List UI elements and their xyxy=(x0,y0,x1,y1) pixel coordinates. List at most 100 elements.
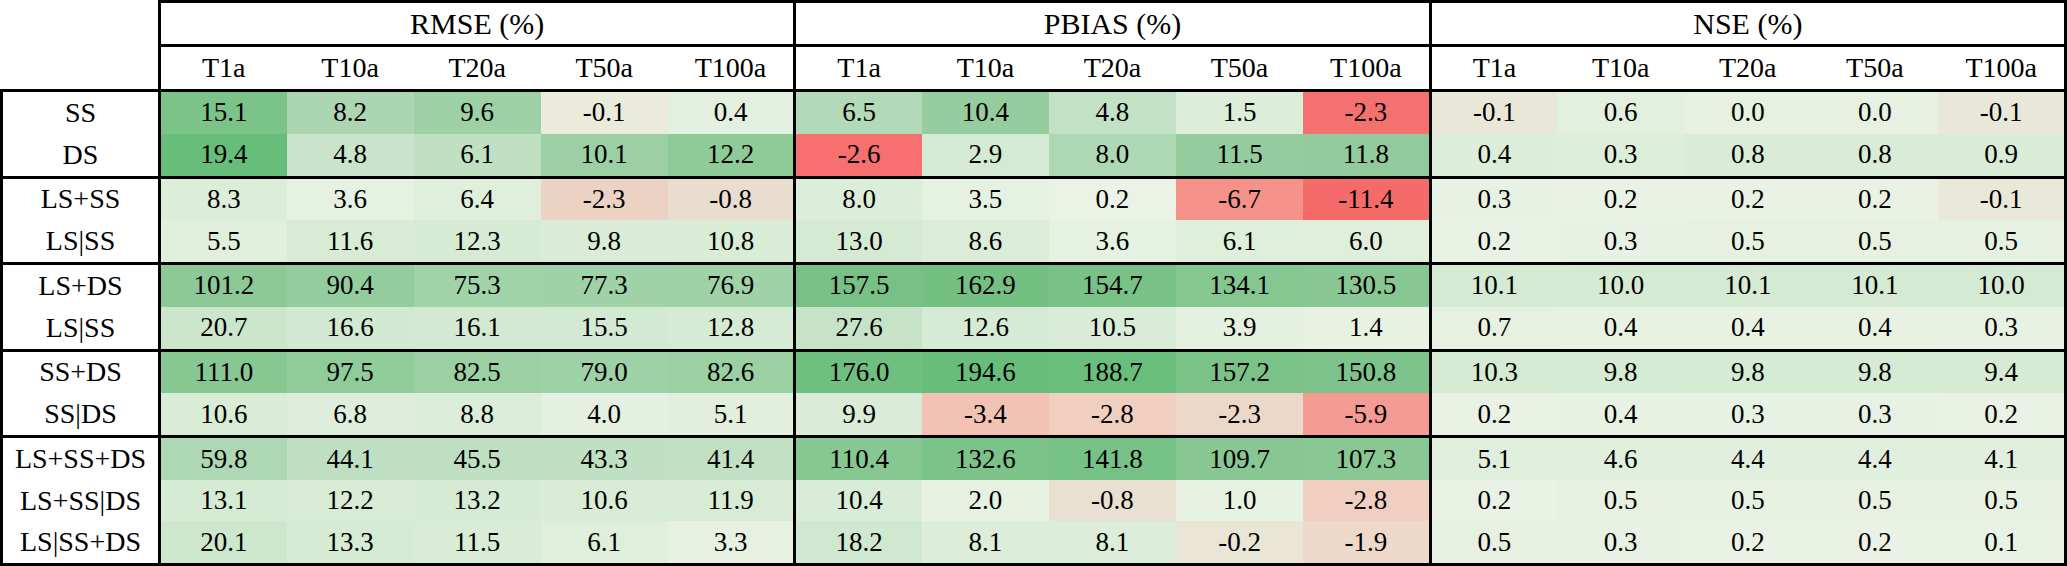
value-cell: 11.8 xyxy=(1303,134,1430,177)
value-cell: 18.2 xyxy=(795,521,922,564)
value-cell: 0.8 xyxy=(1811,134,1938,177)
value-cell: 9.8 xyxy=(1811,350,1938,393)
value-cell: 16.1 xyxy=(414,307,541,350)
value-cell: 0.6 xyxy=(1557,91,1684,134)
row-label: LS|SS+DS xyxy=(2,521,160,564)
value-cell: 0.4 xyxy=(1430,134,1557,177)
value-cell: 0.3 xyxy=(1430,177,1557,220)
return-period-header: T100a xyxy=(668,46,795,91)
value-cell: 6.5 xyxy=(795,91,922,134)
value-cell: 194.6 xyxy=(922,350,1049,393)
value-cell: 97.5 xyxy=(287,350,414,393)
value-cell: 10.6 xyxy=(160,393,287,436)
value-cell: -11.4 xyxy=(1303,177,1430,220)
value-cell: 10.5 xyxy=(1049,307,1176,350)
value-cell: 4.8 xyxy=(1049,91,1176,134)
value-cell: 13.0 xyxy=(795,220,922,263)
value-cell: 0.5 xyxy=(1684,480,1811,521)
value-cell: 10.4 xyxy=(795,480,922,521)
metric-group-header: PBIAS (%) xyxy=(795,2,1430,46)
value-cell: 176.0 xyxy=(795,350,922,393)
value-cell: 11.5 xyxy=(414,521,541,564)
value-cell: 6.4 xyxy=(414,177,541,220)
value-cell: 9.8 xyxy=(1684,350,1811,393)
value-cell: 27.6 xyxy=(795,307,922,350)
value-cell: 154.7 xyxy=(1049,264,1176,307)
value-cell: 82.6 xyxy=(668,350,795,393)
value-cell: 43.3 xyxy=(541,437,668,480)
value-cell: 11.6 xyxy=(287,220,414,263)
value-cell: 3.6 xyxy=(1049,220,1176,263)
row-label: SS|DS xyxy=(2,393,160,436)
value-cell: 9.6 xyxy=(414,91,541,134)
value-cell: 8.0 xyxy=(1049,134,1176,177)
value-cell: 10.6 xyxy=(541,480,668,521)
value-cell: 0.2 xyxy=(1684,521,1811,564)
value-cell: 45.5 xyxy=(414,437,541,480)
value-cell: 10.1 xyxy=(1430,264,1557,307)
value-cell: 162.9 xyxy=(922,264,1049,307)
value-cell: 90.4 xyxy=(287,264,414,307)
value-cell: 3.6 xyxy=(287,177,414,220)
value-cell: 6.1 xyxy=(541,521,668,564)
value-cell: 77.3 xyxy=(541,264,668,307)
value-cell: 4.4 xyxy=(1684,437,1811,480)
value-cell: 0.2 xyxy=(1938,393,2065,436)
return-period-header: T10a xyxy=(922,46,1049,91)
corner-cell xyxy=(2,2,160,46)
value-cell: 10.0 xyxy=(1938,264,2065,307)
table-row: LS+DS101.290.475.377.376.9157.5162.9154.… xyxy=(2,264,2066,307)
value-cell: 1.0 xyxy=(1176,480,1303,521)
table-row: SS+DS111.097.582.579.082.6176.0194.6188.… xyxy=(2,350,2066,393)
value-cell: 0.5 xyxy=(1811,220,1938,263)
value-cell: -2.8 xyxy=(1303,480,1430,521)
value-cell: -2.3 xyxy=(541,177,668,220)
return-period-header: T50a xyxy=(1176,46,1303,91)
return-period-header: T50a xyxy=(541,46,668,91)
value-cell: 9.8 xyxy=(541,220,668,263)
return-period-header: T10a xyxy=(1557,46,1684,91)
value-cell: 3.3 xyxy=(668,521,795,564)
value-cell: 0.4 xyxy=(668,91,795,134)
value-cell: 0.4 xyxy=(1557,307,1684,350)
value-cell: -1.9 xyxy=(1303,521,1430,564)
value-cell: -2.6 xyxy=(795,134,922,177)
value-cell: 11.9 xyxy=(668,480,795,521)
value-cell: 188.7 xyxy=(1049,350,1176,393)
row-label: SS xyxy=(2,91,160,134)
value-cell: 0.3 xyxy=(1938,307,2065,350)
return-period-header: T100a xyxy=(1938,46,2065,91)
value-cell: 0.5 xyxy=(1557,480,1684,521)
value-cell: -0.8 xyxy=(1049,480,1176,521)
value-cell: 0.9 xyxy=(1938,134,2065,177)
value-cell: -0.1 xyxy=(1430,91,1557,134)
return-period-header: T1a xyxy=(1430,46,1557,91)
row-label: LS+SS|DS xyxy=(2,480,160,521)
value-cell: 1.5 xyxy=(1176,91,1303,134)
value-cell: 8.0 xyxy=(795,177,922,220)
row-label: LS+SS+DS xyxy=(2,437,160,480)
value-cell: 157.5 xyxy=(795,264,922,307)
value-cell: 6.8 xyxy=(287,393,414,436)
value-cell: 44.1 xyxy=(287,437,414,480)
value-cell: 12.2 xyxy=(287,480,414,521)
value-cell: 0.3 xyxy=(1557,220,1684,263)
return-period-header: T10a xyxy=(287,46,414,91)
value-cell: 141.8 xyxy=(1049,437,1176,480)
value-cell: 8.3 xyxy=(160,177,287,220)
value-cell: 111.0 xyxy=(160,350,287,393)
value-cell: 76.9 xyxy=(668,264,795,307)
value-cell: -2.3 xyxy=(1303,91,1430,134)
value-cell: 13.1 xyxy=(160,480,287,521)
return-period-header: T1a xyxy=(795,46,922,91)
value-cell: 0.1 xyxy=(1938,521,2065,564)
value-cell: 8.1 xyxy=(1049,521,1176,564)
value-cell: -0.1 xyxy=(1938,91,2065,134)
value-cell: 20.1 xyxy=(160,521,287,564)
value-cell: 12.3 xyxy=(414,220,541,263)
value-cell: 0.2 xyxy=(1430,220,1557,263)
value-cell: 110.4 xyxy=(795,437,922,480)
value-cell: 11.5 xyxy=(1176,134,1303,177)
value-cell: 0.5 xyxy=(1430,521,1557,564)
value-cell: 0.3 xyxy=(1684,393,1811,436)
